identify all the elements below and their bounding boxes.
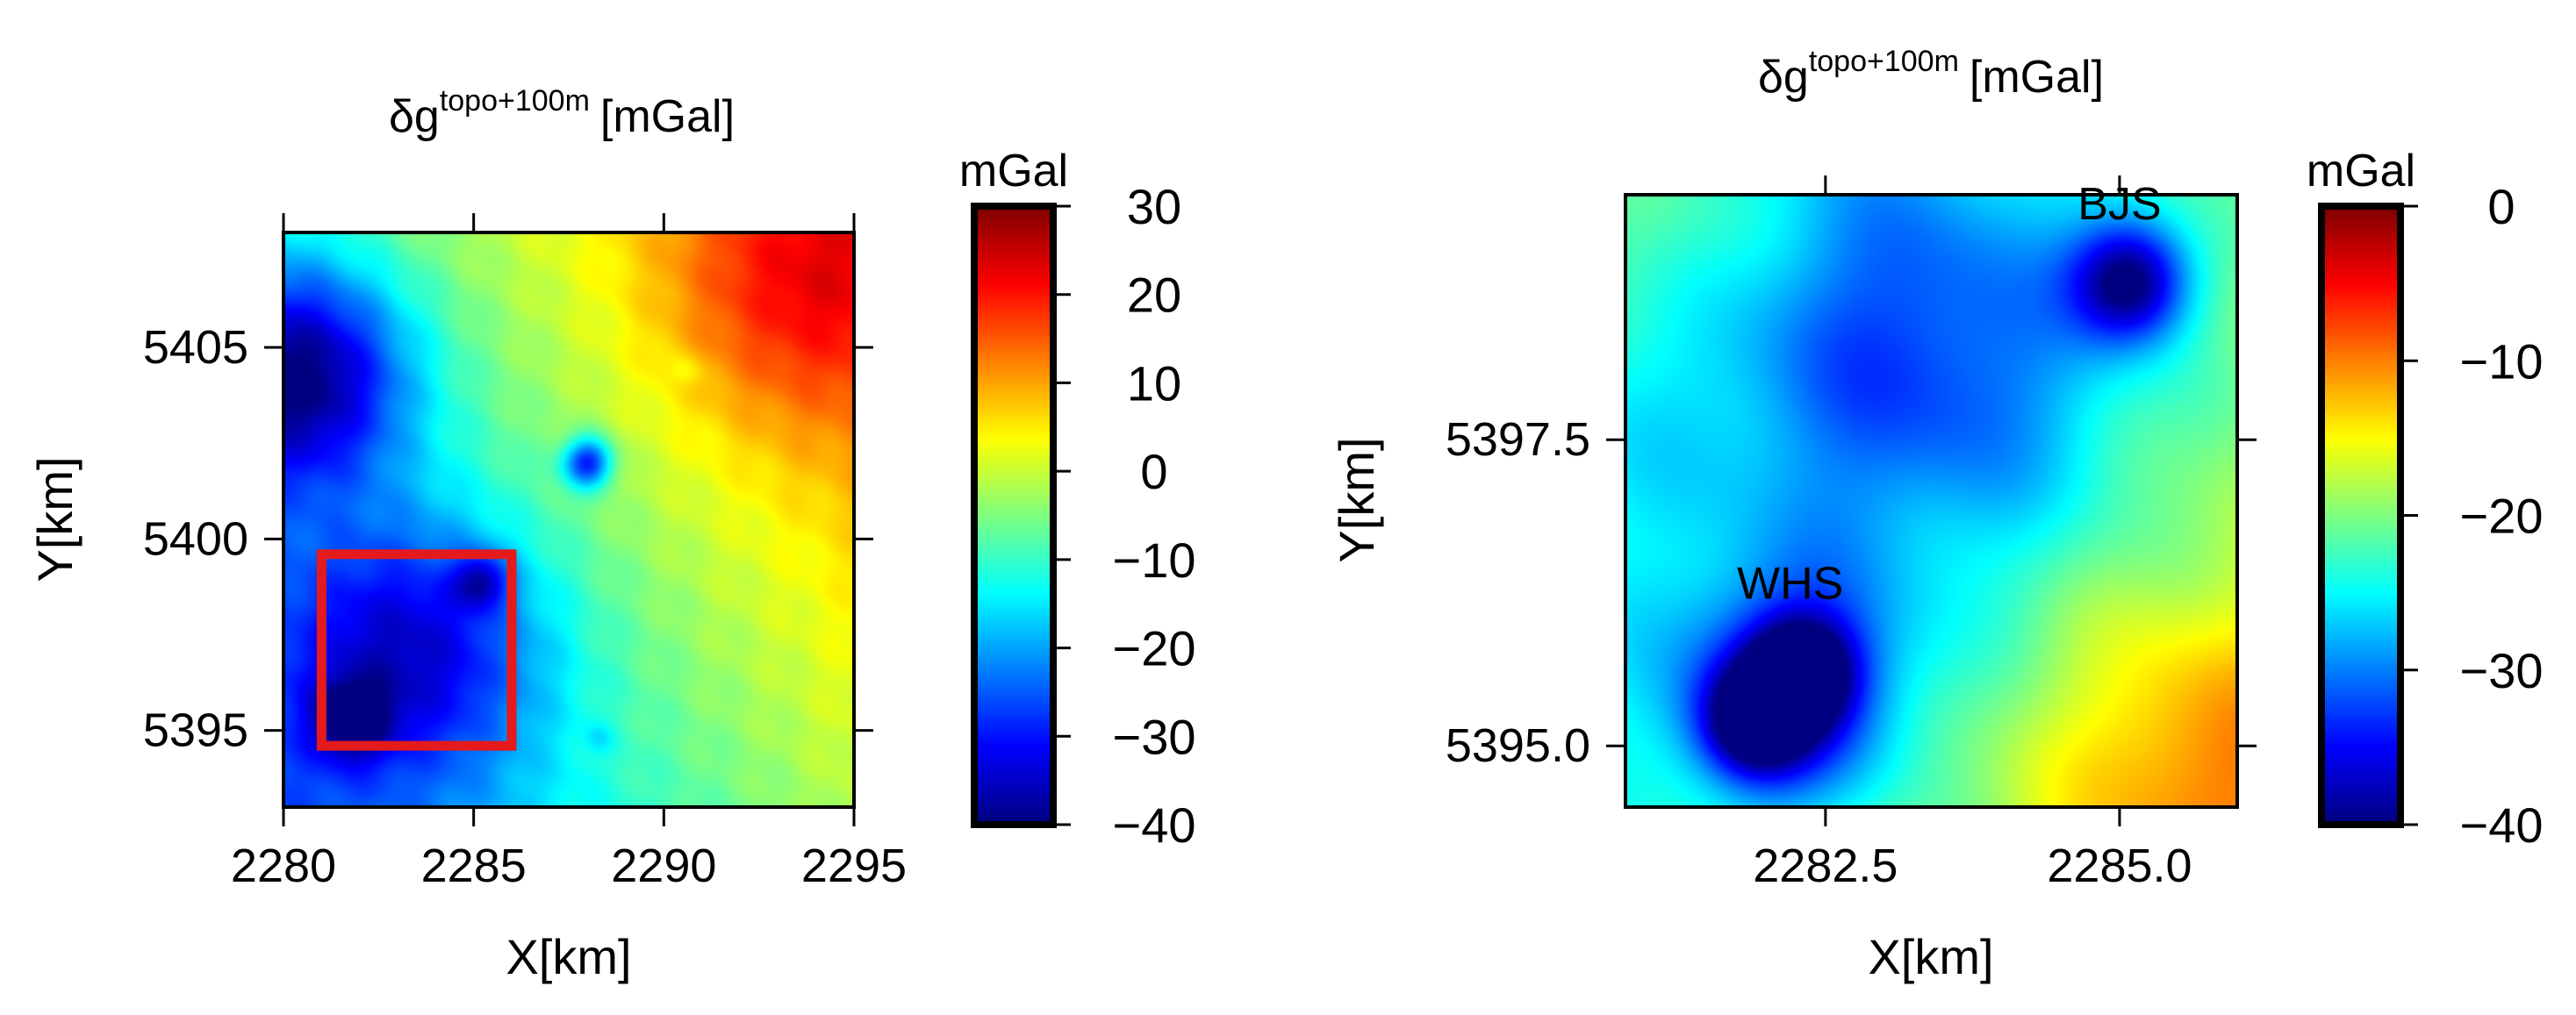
right-colorbar-gradient [2321,206,2400,825]
left-plot-frame [282,231,856,809]
left-colorbar-frame [971,203,1057,828]
right-colorbar-ticks: 0 −10 −20 −30 −40 [2400,179,2544,853]
left-colorbar: mGal 30 20 10 0 −10 −20 −30 −40 [959,146,1196,853]
right-ylabel: Y[km] [1329,437,1384,562]
y-tick-label: 5405 [143,321,248,374]
colorbar-tick-label: −10 [2460,333,2544,389]
left-colorbar-ticks: 30 20 10 0 −10 −20 −30 −40 [1053,179,1196,853]
colorbar-tick-label: 0 [2487,179,2515,234]
colorbar-tick-label: −20 [2460,489,2544,544]
y-tick-label: 5400 [143,512,248,565]
panel-left: δgtopo+100m [mGal] 2280 2285 2290 2295 5395 54… [27,84,1196,984]
right-xlabel: X[km] [1868,929,1993,984]
colorbar-tick-label: −30 [1113,709,1196,764]
right-heatmap [1625,195,2237,807]
left-ylabel: Y[km] [27,456,83,582]
right-colorbar-label: mGal [2307,146,2415,197]
y-tick-label: 5395.0 [1446,719,1590,772]
left-colorbar-label: mGal [959,146,1068,197]
colorbar-tick-label: −20 [1113,621,1196,676]
annotation-label: WHS [1737,559,1843,610]
colorbar-tick-label: −40 [2460,797,2544,853]
colorbar-tick-label: 30 [1127,179,1181,234]
x-tick-label: 2282.5 [1753,840,1898,892]
x-tick-label: 2295 [801,840,907,892]
left-heatmap [283,232,854,807]
highlight-box [316,549,517,751]
left-highlight-box-group [316,549,517,751]
x-tick-label: 2285 [421,840,527,892]
colorbar-tick-label: 10 [1127,355,1181,411]
colorbar-tick-label: 0 [1140,444,1167,499]
left-axes-ticks: 2280 2285 2290 2295 5395 5400 5405 [143,213,907,892]
y-tick-label: 5395 [143,704,248,757]
colorbar-tick-label: −40 [1113,797,1196,853]
right-title: δgtopo+100m [mGal] [1758,45,2104,103]
right-colorbar: mGal 0 −10 −20 −30 −40 [2307,146,2544,853]
right-plot-frame [1624,193,2239,809]
left-title: δgtopo+100m [mGal] [389,84,735,142]
right-heatmap-image [1625,195,2237,807]
y-tick-label: 5397.5 [1446,413,1590,466]
x-tick-label: 2285.0 [2047,840,2192,892]
left-colorbar-gradient [974,206,1053,825]
colorbar-tick-label: −10 [1113,533,1196,588]
colorbar-tick-label: −30 [2460,643,2544,698]
x-tick-label: 2280 [231,840,336,892]
left-xlabel: X[km] [506,929,631,984]
left-heatmap-image [283,232,854,807]
right-axes-ticks: 2282.5 2285.0 5395.0 5397.5 [1446,175,2257,892]
x-tick-label: 2290 [611,840,716,892]
colorbar-tick-label: 20 [1127,268,1181,323]
